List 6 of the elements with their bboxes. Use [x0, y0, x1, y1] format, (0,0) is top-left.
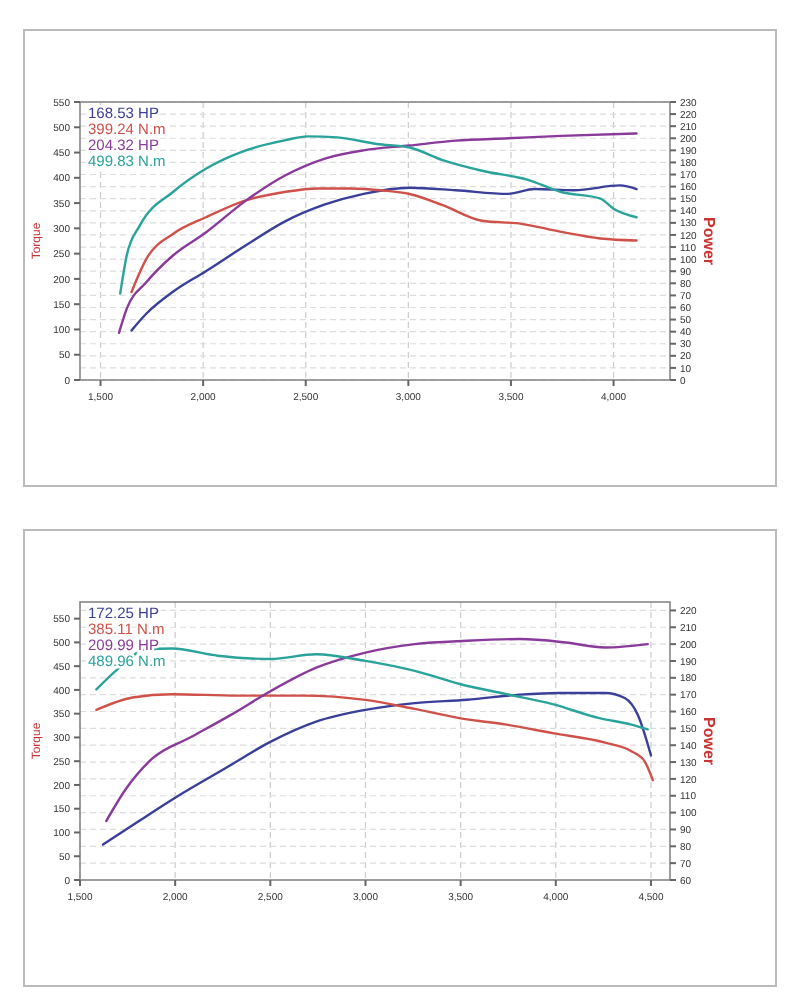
line-series [101, 691, 653, 846]
line-series [130, 187, 638, 294]
y2-axis-title: Power [700, 716, 718, 766]
line-series [130, 184, 638, 332]
y2-axis-title: Power [700, 216, 718, 266]
line-series [95, 692, 655, 782]
